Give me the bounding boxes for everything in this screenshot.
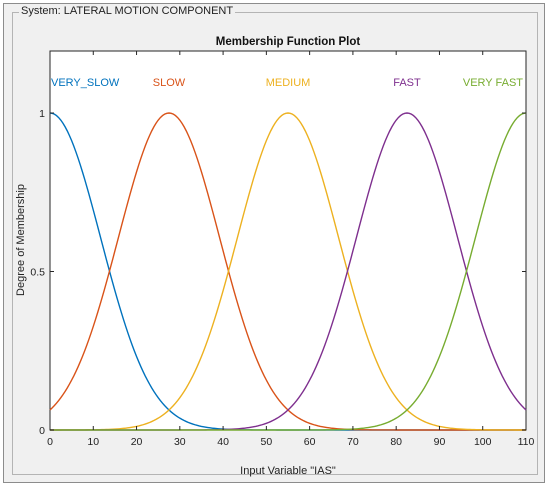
plot-area (49, 50, 527, 431)
y-tick-label: 0.5 (30, 267, 45, 279)
x-tick-label: 110 (518, 436, 535, 448)
series-label-very-fast: VERY FAST (463, 77, 523, 89)
x-tick-label: 50 (261, 436, 273, 448)
chart-title: Membership Function Plot (216, 36, 361, 48)
y-tick-label: 0 (39, 425, 45, 437)
panel-title: System: LATERAL MOTION COMPONENT (19, 4, 236, 18)
x-tick-label: 90 (434, 436, 446, 448)
series-label-slow: SLOW (153, 77, 186, 89)
x-tick-label: 0 (47, 436, 53, 448)
x-tick-label: 10 (87, 436, 99, 448)
x-tick-label: 20 (131, 436, 143, 448)
curve-very-fast (50, 112, 527, 431)
x-axis-label: Input Variable "IAS" (240, 465, 336, 477)
series-label-medium: MEDIUM (266, 77, 311, 89)
y-axis-label: Degree of Membership (15, 184, 27, 296)
curve-medium (50, 112, 526, 431)
series-label-very-slow: VERY_SLOW (51, 77, 120, 89)
series-label-fast: FAST (393, 77, 421, 89)
x-tick-label: 30 (174, 436, 186, 448)
x-tick-label: 40 (217, 436, 229, 448)
x-tick-label: 100 (474, 436, 492, 448)
x-tick-label: 70 (347, 436, 359, 448)
x-tick-label: 80 (390, 436, 402, 448)
y-tick-label: 1 (39, 108, 45, 120)
x-tick-label: 60 (304, 436, 316, 448)
